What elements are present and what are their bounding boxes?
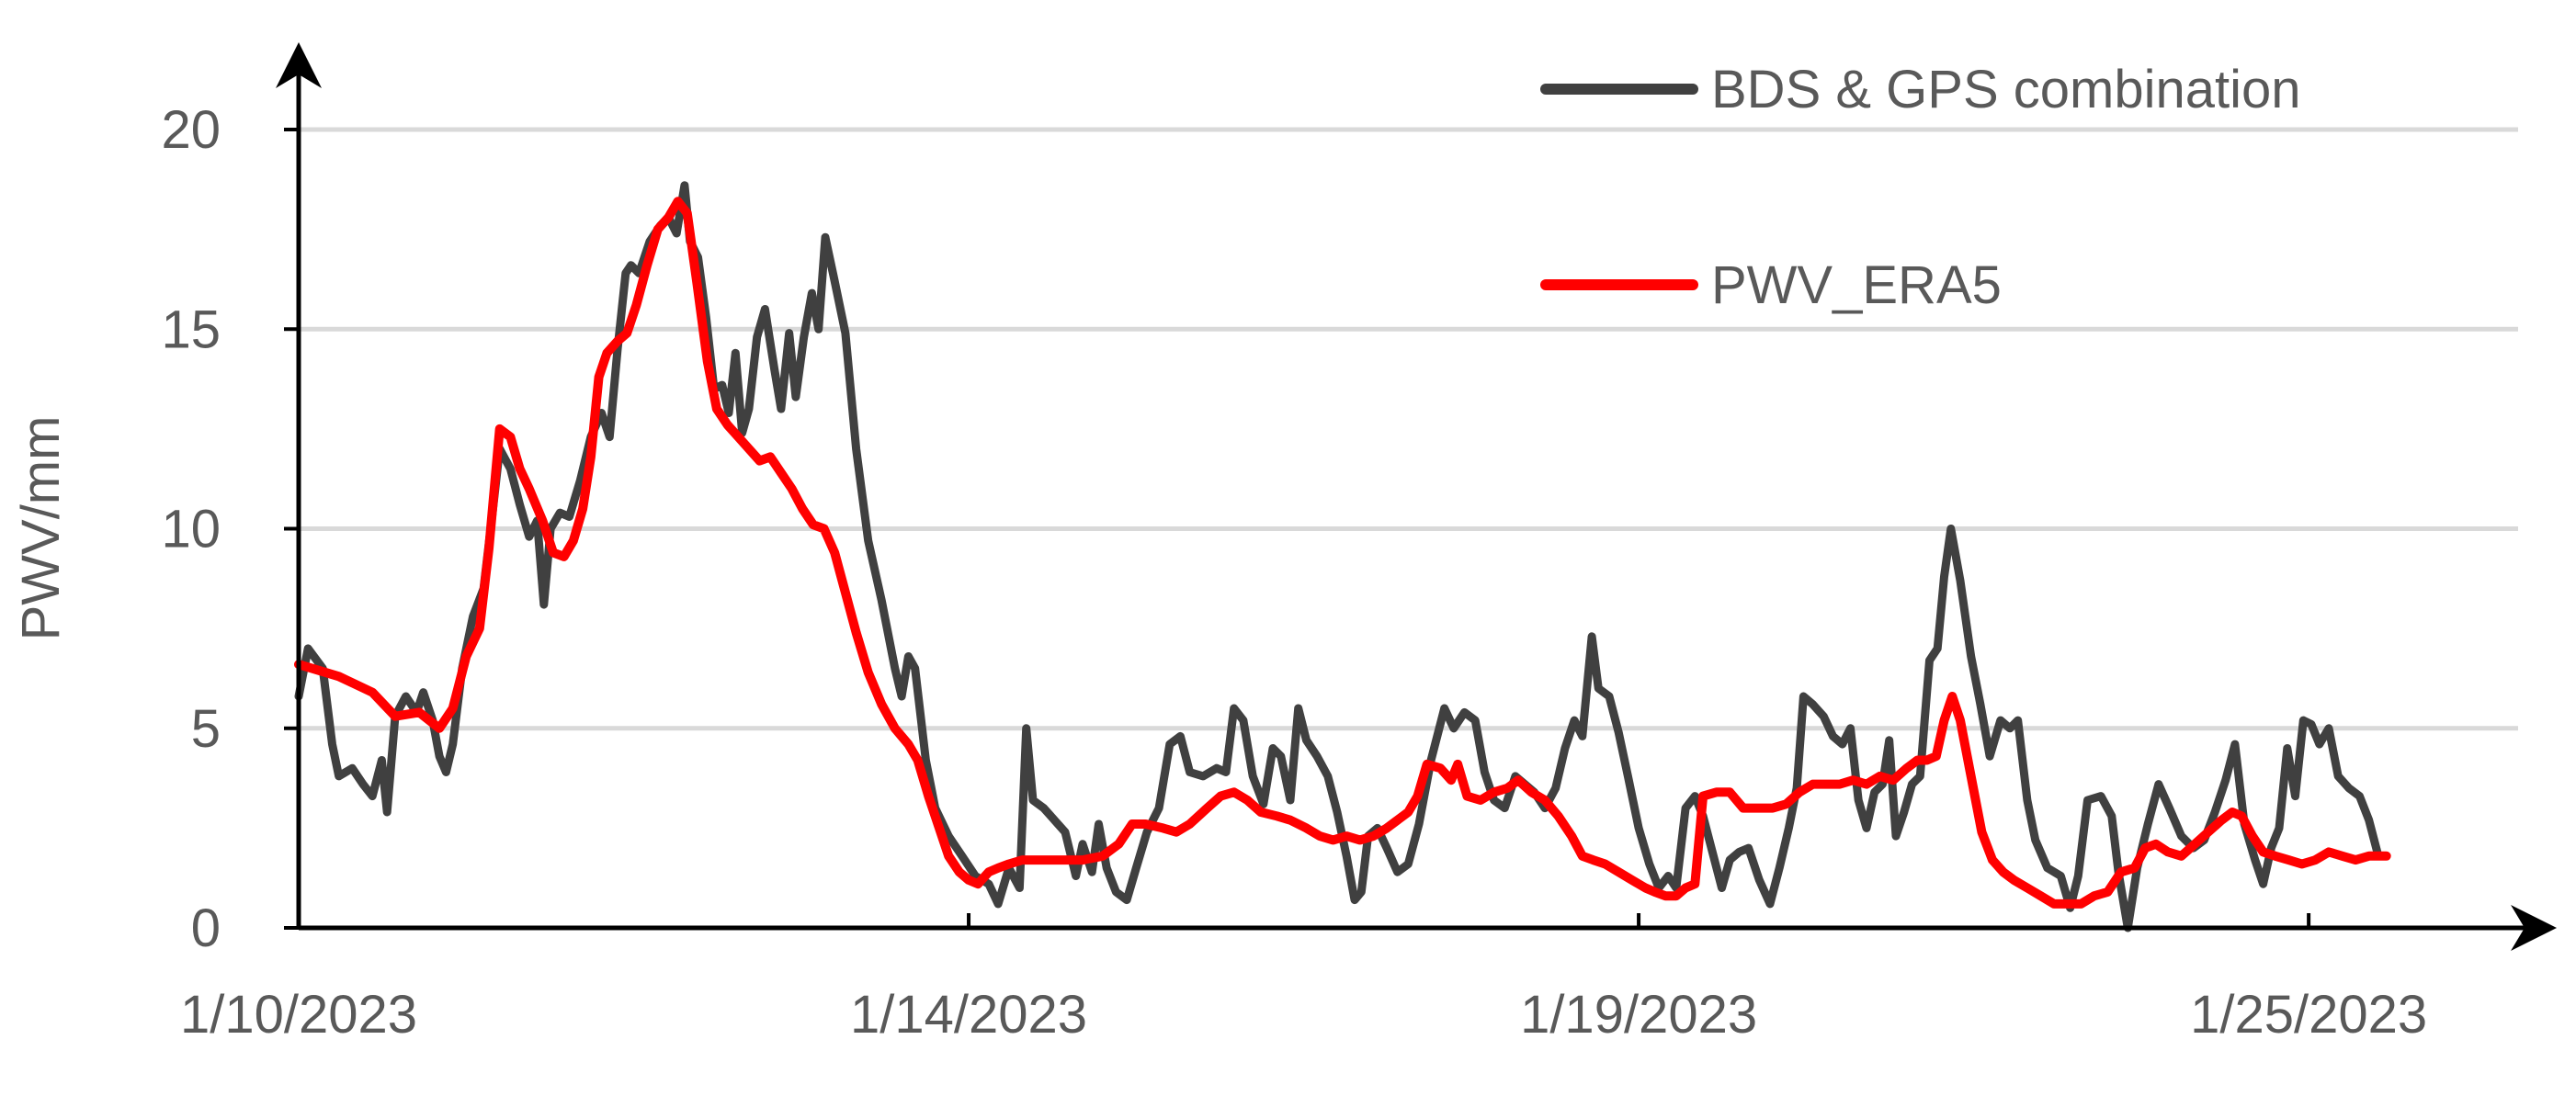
series-line-1 xyxy=(294,181,2391,932)
y-tick-label-20: 20 xyxy=(161,100,221,160)
tick-labels: 0 5 10 15 20 1/10/2023 1/14/2023 1/19/2023 1/25/… xyxy=(161,100,2427,1045)
y-tick-label-15: 15 xyxy=(161,299,221,359)
y-tick-label-10: 10 xyxy=(161,500,221,559)
gridlines xyxy=(299,127,2518,731)
x-tick-label-1: 1/14/2023 xyxy=(850,985,1087,1045)
axes xyxy=(276,42,2557,951)
legend-label-2: PWV_ERA5 xyxy=(1711,255,2002,315)
series-line-2 xyxy=(294,197,2391,909)
x-tick-label-3: 1/25/2023 xyxy=(2190,985,2427,1045)
y-axis-label: PWV/mm xyxy=(11,416,71,641)
y-tick-label-5: 5 xyxy=(191,699,221,759)
x-tick-label-0: 1/10/2023 xyxy=(180,985,417,1045)
x-tick-label-2: 1/19/2023 xyxy=(1520,985,1757,1045)
y-tick-label-0: 0 xyxy=(191,898,221,958)
legend-label-1: BDS & GPS combination xyxy=(1711,60,2301,119)
series-lines xyxy=(294,181,2391,932)
legend: BDS & GPS combination PWV_ERA5 xyxy=(1540,60,2301,315)
